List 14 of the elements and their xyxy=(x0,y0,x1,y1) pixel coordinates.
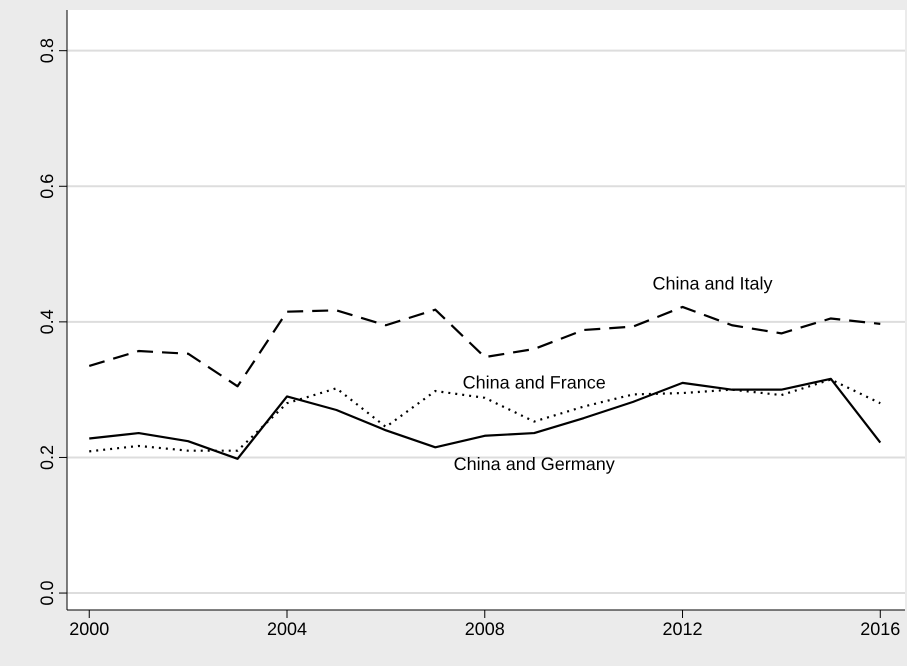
y-tick-label: 0.2 xyxy=(37,444,57,470)
series-label: China and Italy xyxy=(652,274,773,294)
y-tick-label: 0.0 xyxy=(37,580,57,606)
y-tick-label: 0.8 xyxy=(37,38,57,64)
x-tick-label: 2004 xyxy=(266,618,308,639)
x-tick-label: 2000 xyxy=(69,618,110,639)
line-series xyxy=(88,306,882,388)
y-tick-label: 0.6 xyxy=(37,174,57,199)
x-tick-label: 2008 xyxy=(464,618,505,639)
series-label: China and Germany xyxy=(454,454,615,474)
y-tick-label: 0.4 xyxy=(37,309,57,334)
series-label: China and France xyxy=(462,372,606,392)
x-tick-label: 2016 xyxy=(860,618,900,639)
x-tick-label: 2012 xyxy=(662,618,703,639)
